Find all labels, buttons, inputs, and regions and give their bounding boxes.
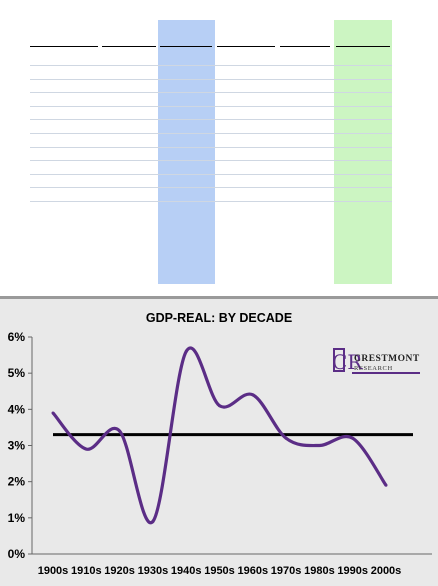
per-capita-highlight	[334, 20, 392, 284]
data-point-2000s	[384, 483, 388, 487]
x-tick-label: 1970s	[271, 565, 302, 577]
row-divider	[30, 78, 392, 80]
x-tick-label: 1950s	[204, 565, 235, 577]
data-point-1930s	[151, 519, 155, 523]
row-divider	[30, 201, 392, 202]
header-underline	[336, 46, 390, 47]
data-point-1970s	[284, 436, 288, 440]
header-underline	[160, 46, 212, 47]
section-divider	[0, 296, 438, 299]
x-tick-label: 1990s	[337, 565, 368, 577]
x-tick-label: 1940s	[171, 565, 202, 577]
row-divider	[30, 173, 392, 175]
data-point-1940s	[184, 349, 188, 353]
y-tick-label: 4%	[8, 402, 26, 416]
data-point-1920s	[118, 429, 122, 433]
row-divider	[30, 133, 392, 134]
data-point-1960s	[251, 393, 255, 397]
data-point-1910s	[84, 447, 88, 451]
y-tick-label: 2%	[8, 475, 26, 489]
y-tick-label: 3%	[8, 439, 26, 453]
x-tick-label: 1980s	[304, 565, 335, 577]
chart-title: GDP-REAL: BY DECADE	[146, 311, 292, 325]
y-tick-label: 1%	[8, 511, 26, 525]
header-underline	[280, 46, 330, 47]
gdp-real-chart: GDP-REAL: BY DECADE 0% 1% 2% 3% 4% 5% 6% 1900s 19…	[0, 299, 438, 586]
x-tick-label: 2000s	[371, 565, 402, 577]
gdp-table	[30, 20, 392, 284]
x-tick-label: 1960s	[238, 565, 269, 577]
x-tick-label: 1900s	[38, 565, 69, 577]
row-divider	[30, 187, 392, 189]
row-divider	[30, 105, 392, 107]
logo-icon	[333, 348, 345, 372]
x-tick-label: 1930s	[138, 565, 169, 577]
y-tick-label: 0%	[8, 547, 26, 561]
x-tick-label: 1920s	[104, 565, 135, 577]
real-gdp-highlight	[158, 20, 215, 284]
row-divider	[30, 65, 392, 66]
data-point-1980s	[317, 444, 321, 447]
y-tick-label: 5%	[8, 366, 26, 380]
header-underline	[102, 46, 156, 47]
row-divider	[30, 146, 392, 148]
data-point-1900s	[51, 411, 55, 415]
row-divider	[30, 160, 392, 162]
logo-mark: CR	[332, 350, 363, 374]
row-divider	[30, 119, 392, 121]
data-point-1950s	[218, 404, 221, 408]
y-tick-label: 6%	[8, 330, 26, 344]
logo-name: CRESTMONT	[354, 354, 420, 364]
data-point-1990s	[351, 436, 355, 440]
x-tick-label: 1910s	[71, 565, 102, 577]
header-underline	[30, 46, 98, 47]
header-underline	[217, 46, 275, 47]
logo-sub: RESEARCH	[354, 365, 393, 372]
row-divider	[30, 92, 392, 94]
